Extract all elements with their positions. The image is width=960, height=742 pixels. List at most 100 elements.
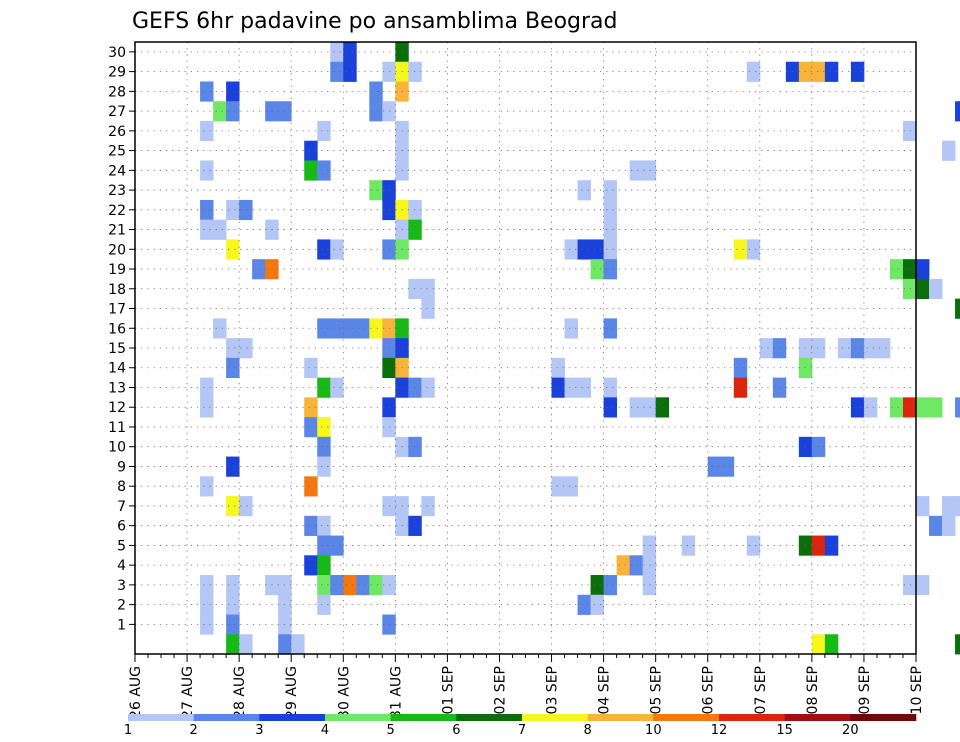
x-tick-label: 05 SEP (649, 666, 665, 714)
heatmap-cell (421, 496, 435, 517)
heatmap-cell (590, 259, 604, 280)
heatmap-cell (213, 318, 227, 339)
heatmap-cell (564, 318, 578, 339)
y-tick-label: 10 (108, 440, 126, 456)
x-tick-label: 01 SEP (440, 666, 456, 714)
heatmap-cell (330, 42, 344, 63)
heatmap-cell (239, 496, 253, 517)
heatmap-cell (382, 496, 396, 517)
legend-label: 7 (518, 723, 526, 738)
heatmap-cell (811, 338, 826, 359)
heatmap-cell (902, 397, 917, 418)
x-tick-label: 02 SEP (492, 666, 508, 714)
heatmap-cell (577, 377, 591, 398)
heatmap-cell (382, 199, 396, 221)
heatmap-cell (746, 61, 761, 82)
heatmap-cell (603, 239, 618, 260)
heatmap-cell (200, 397, 214, 418)
heatmap-cell (889, 397, 904, 418)
heatmap-cell (317, 239, 331, 260)
heatmap-cell (746, 535, 761, 556)
heatmap-cell (916, 259, 930, 280)
heatmap-cell (955, 397, 960, 418)
heatmap-cell (213, 101, 227, 122)
heatmap-cell (304, 160, 318, 181)
heatmap-cell (616, 555, 631, 576)
legend-label: 10 (645, 723, 662, 738)
legend-swatch (456, 714, 523, 721)
heatmap-cell (226, 81, 240, 102)
heatmap-cell (629, 160, 644, 181)
legend-label: 15 (776, 723, 793, 738)
heatmap-cell (642, 535, 657, 556)
heatmap-cell (590, 594, 604, 615)
heatmap-cell (200, 120, 214, 142)
heatmap-cell (746, 239, 761, 260)
heatmap-cell (343, 575, 357, 596)
heatmap-cell (382, 318, 396, 339)
heatmap-cell (330, 535, 344, 556)
y-tick-label: 1 (117, 617, 126, 633)
heatmap-cell (707, 456, 722, 477)
legend-label: 1 (124, 723, 132, 738)
y-tick-label: 7 (117, 499, 126, 515)
heatmap-cell (850, 61, 865, 82)
heatmap-cell (850, 338, 865, 359)
y-tick-label: 11 (108, 420, 126, 436)
y-tick-label: 28 (108, 84, 126, 100)
heatmap-cell (551, 476, 565, 497)
heatmap-cell (824, 634, 839, 655)
y-tick-label: 26 (108, 124, 126, 140)
heatmap-cell (955, 634, 960, 655)
heatmap-cell (200, 377, 214, 398)
y-axis: 1234567891011121314151617181920212223242… (108, 45, 135, 633)
heatmap-cell (226, 239, 240, 260)
heatmap-cell (239, 634, 253, 655)
heatmap-cell (902, 259, 917, 280)
heatmap-cell (916, 496, 930, 517)
legend-swatch (784, 714, 851, 721)
legend-swatch (259, 714, 326, 721)
heatmap-cell (239, 199, 253, 221)
heatmap-cell (551, 377, 565, 398)
heatmap-cell (382, 239, 396, 260)
x-tick-label: 30 AUG (336, 666, 352, 719)
heatmap-cell (382, 61, 396, 82)
heatmap-cell (330, 239, 344, 260)
heatmap-cell (811, 535, 826, 556)
heatmap-cell (955, 298, 960, 319)
y-tick-label: 30 (108, 45, 126, 61)
y-tick-label: 22 (108, 203, 126, 219)
heatmap-cell (343, 318, 357, 339)
heatmap-cell (239, 338, 253, 359)
x-tick-label: 27 AUG (180, 666, 196, 719)
heatmap-cell (382, 357, 396, 379)
heatmap-cell (603, 199, 618, 221)
heatmap-cell (304, 397, 318, 418)
legend-label: 20 (842, 723, 859, 738)
heatmap-cell (837, 338, 852, 359)
legend-label: 3 (255, 723, 263, 738)
legend-swatch (850, 714, 917, 721)
y-tick-label: 16 (108, 321, 126, 337)
heatmap-cell (590, 239, 604, 260)
heatmap-cell (200, 219, 214, 240)
heatmap-cell (824, 535, 839, 556)
x-tick-label: 28 AUG (232, 666, 248, 719)
heatmap-cell (317, 417, 331, 438)
heatmap-cell (317, 318, 331, 339)
heatmap-cell (955, 496, 960, 517)
heatmap-cell (642, 160, 657, 181)
heatmap-cell (226, 594, 240, 615)
heatmap-cell (642, 575, 657, 596)
y-tick-label: 15 (108, 341, 126, 357)
heatmap-cell (421, 298, 435, 319)
heatmap-cell (902, 278, 917, 300)
heatmap-cell (317, 535, 331, 556)
heatmap-cell (889, 259, 904, 280)
heatmap-cell (863, 397, 878, 418)
heatmap-cell (343, 42, 357, 63)
heatmap-cell (382, 397, 396, 418)
heatmap-cell (577, 594, 591, 615)
heatmap-cell (200, 476, 214, 497)
